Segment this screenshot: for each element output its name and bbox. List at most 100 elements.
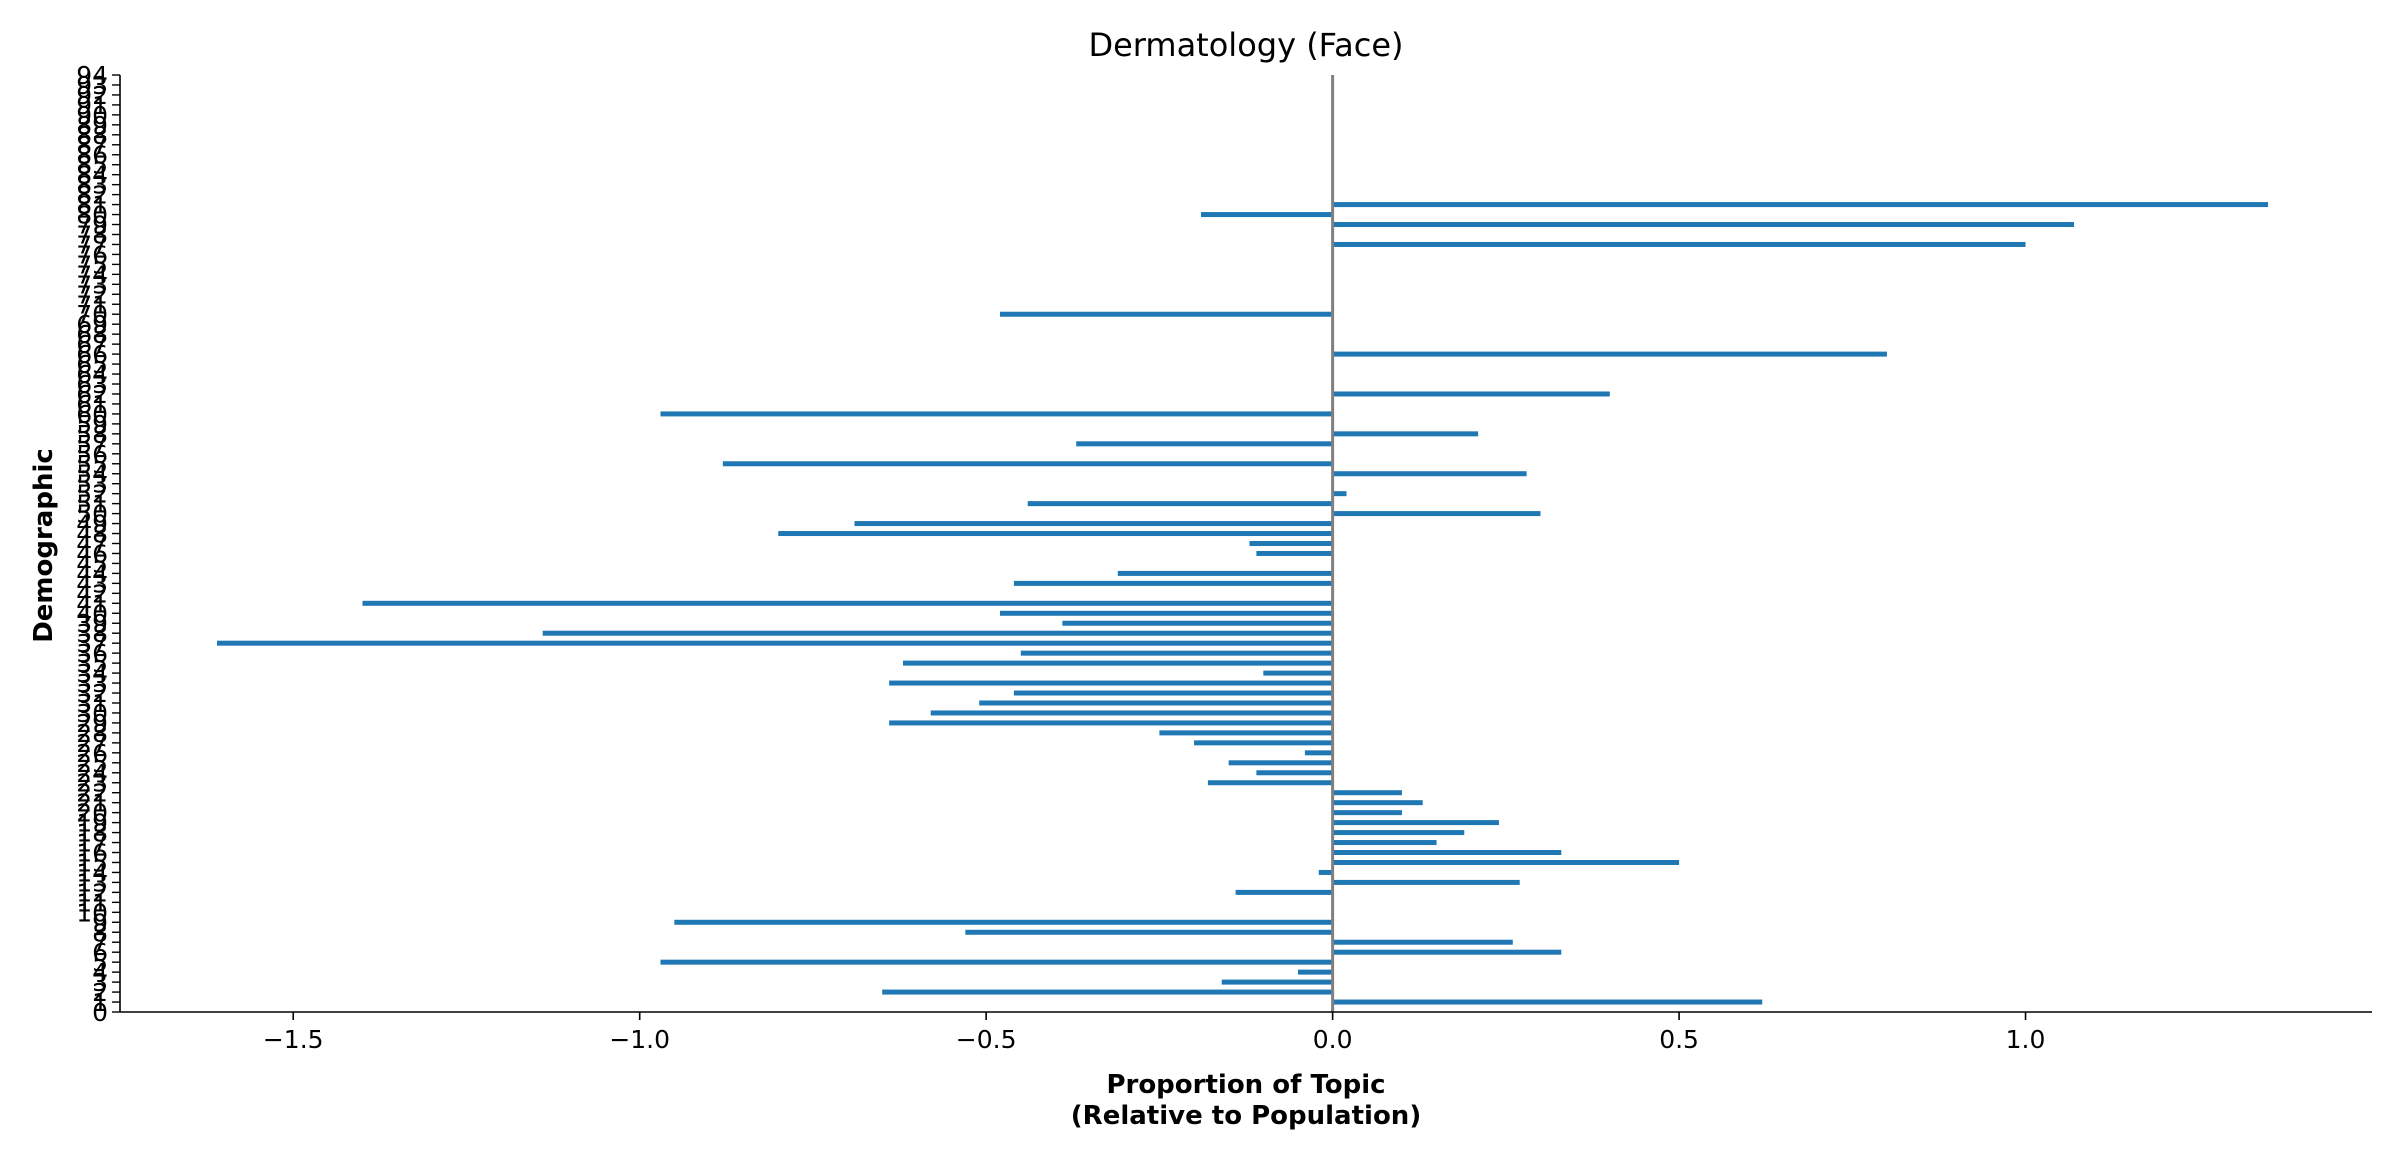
y-tick-label: 38	[76, 619, 108, 648]
y-tick-label: 55	[76, 450, 108, 479]
y-tick-label: 80	[76, 201, 108, 230]
bar-43	[1013, 580, 1333, 586]
bar-79	[1332, 222, 2075, 228]
y-tick-label: 35	[76, 649, 108, 678]
bar-12	[1235, 889, 1333, 895]
y-tick-label: 42	[76, 579, 108, 608]
y-tick-label: 23	[76, 769, 108, 798]
y-tick-label: 29	[76, 709, 108, 738]
y-tick-label: 36	[76, 639, 108, 668]
y-tick-label: 41	[76, 589, 108, 618]
y-tick-label: 87	[76, 131, 108, 160]
y-tick-label: 61	[76, 390, 108, 419]
bar-30	[930, 710, 1333, 716]
bar-25	[1228, 760, 1333, 766]
bar-35	[903, 660, 1333, 666]
bar-46	[1256, 550, 1333, 556]
bars-layer	[217, 202, 2269, 1005]
y-tick-label: 43	[76, 569, 108, 598]
bar-18	[1332, 830, 1465, 836]
bar-28	[1159, 730, 1333, 736]
bar-33	[889, 680, 1333, 686]
bar-3	[1221, 979, 1333, 985]
bar-44	[1117, 570, 1333, 576]
y-tick-label: 11	[76, 888, 108, 917]
x-axis-label-line-1: Proportion of Topic	[1106, 1070, 1385, 1100]
x-tick-label: −0.5	[956, 1025, 1017, 1054]
bar-21	[1332, 800, 1423, 806]
y-tick-label: 8	[92, 918, 108, 947]
y-tick-label: 19	[76, 809, 108, 838]
y-axis-label: Demographic	[29, 448, 59, 643]
bar-5	[660, 959, 1333, 965]
y-tick-label: 73	[76, 270, 108, 299]
y-tick-label: 60	[76, 400, 108, 429]
y-tick-label: 90	[76, 101, 108, 130]
y-tick-label: 1	[92, 988, 108, 1017]
y-tick-label: 24	[76, 759, 108, 788]
y-tick-label: 12	[76, 878, 108, 907]
y-tick-label: 82	[76, 181, 108, 210]
bar-51	[1027, 501, 1333, 507]
bar-49	[854, 521, 1333, 527]
y-tick-label: 39	[76, 609, 108, 638]
y-tick-label: 72	[76, 280, 108, 309]
bar-58	[1332, 431, 1479, 437]
bar-17	[1332, 840, 1437, 846]
y-tick-label: 45	[76, 549, 108, 578]
y-tick-label: 3	[92, 968, 108, 997]
y-tick-label: 81	[76, 191, 108, 220]
y-tick-label: 70	[76, 300, 108, 329]
y-tick-label: 47	[76, 530, 108, 559]
y-tick-label: 9	[92, 908, 108, 937]
y-tick-label: 83	[76, 171, 108, 200]
y-tick-label: 92	[76, 81, 108, 110]
y-tick-label: 89	[76, 111, 108, 140]
y-tick-label: 28	[76, 719, 108, 748]
y-tick-label: 2	[92, 978, 108, 1007]
y-tick-label: 77	[76, 230, 108, 259]
x-axis-label-line-2: (Relative to Population)	[1071, 1101, 1421, 1131]
y-tick-label: 86	[76, 141, 108, 170]
bar-9	[674, 919, 1333, 925]
y-tick-label: 51	[76, 490, 108, 519]
y-tick-label: 79	[76, 211, 108, 240]
y-tick-label: 37	[76, 629, 108, 658]
bar-50	[1332, 511, 1541, 517]
bar-40	[1000, 610, 1333, 616]
y-tick-label: 93	[76, 71, 108, 100]
y-tick-label: 75	[76, 250, 108, 279]
y-tick-label: 48	[76, 520, 108, 549]
y-tick-label: 50	[76, 500, 108, 529]
y-tick-label: 26	[76, 739, 108, 768]
bar-14	[1318, 869, 1333, 875]
bar-7	[1332, 939, 1513, 945]
bar-57	[1076, 441, 1333, 447]
y-tick-label: 74	[76, 260, 108, 289]
y-tick-label: 54	[76, 460, 108, 489]
y-tick-label: 31	[76, 689, 108, 718]
y-tick-label: 66	[76, 340, 108, 369]
y-tick-label: 13	[76, 868, 108, 897]
bar-66	[1332, 351, 1887, 357]
bar-8	[965, 929, 1333, 935]
y-tick-label: 5	[92, 948, 108, 977]
y-tick-label: 68	[76, 320, 108, 349]
y-tick-label: 94	[76, 61, 108, 90]
y-tick-label: 64	[76, 360, 108, 389]
bar-20	[1332, 810, 1402, 816]
bar-1	[1332, 999, 1763, 1005]
bar-39	[1062, 620, 1333, 626]
bar-38	[542, 630, 1333, 636]
y-tick-label: 27	[76, 729, 108, 758]
x-tick-label: 0.5	[1659, 1025, 1699, 1054]
bar-47	[1249, 541, 1333, 546]
y-tick-label: 58	[76, 420, 108, 449]
y-tick-label: 53	[76, 470, 108, 499]
y-tick-label: 21	[76, 789, 108, 818]
x-tick-label: 1.0	[2006, 1025, 2046, 1054]
bar-62	[1332, 391, 1610, 397]
bar-48	[778, 531, 1333, 537]
bar-32	[1013, 690, 1333, 696]
y-tick-label: 18	[76, 819, 108, 848]
